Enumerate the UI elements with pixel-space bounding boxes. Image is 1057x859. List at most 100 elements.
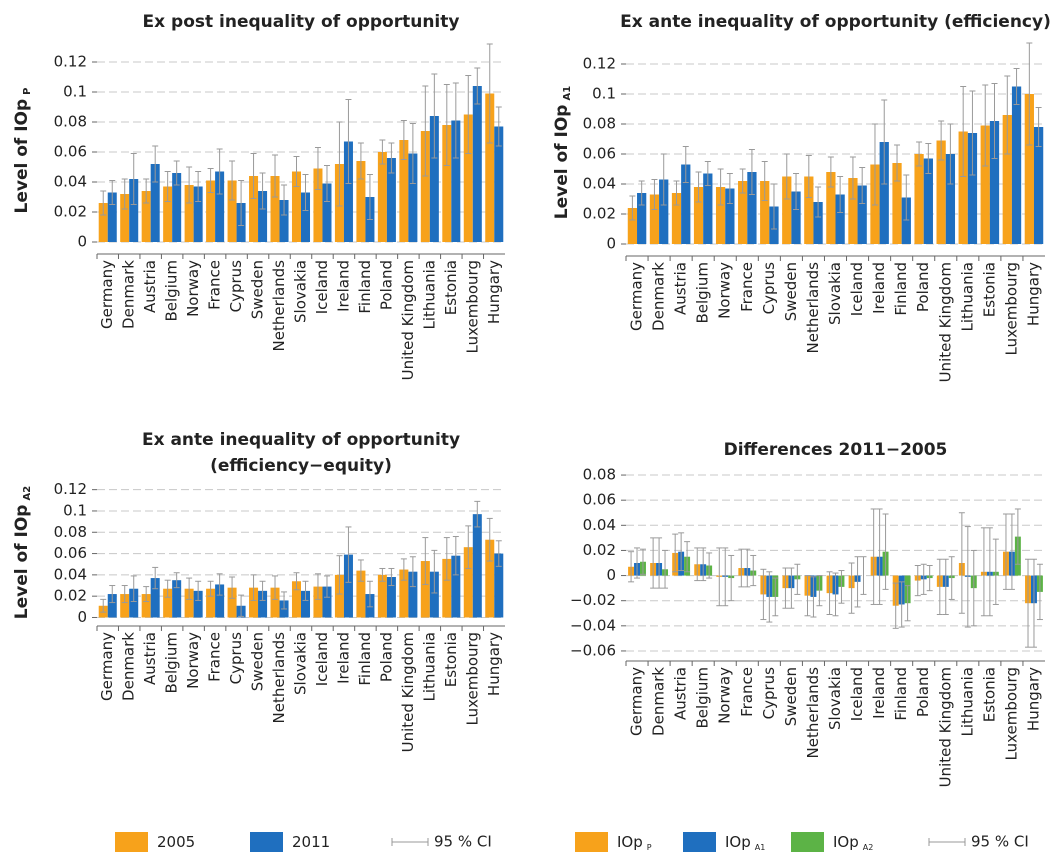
error-bar — [164, 171, 171, 202]
legend-swatch — [250, 832, 283, 852]
bar — [163, 588, 173, 618]
x-tick-label: Ireland — [334, 632, 352, 684]
chart-title: Ex ante inequality of opportunity — [142, 430, 460, 450]
error-bar — [634, 547, 641, 579]
y-tick-label: 0.06 — [54, 143, 87, 161]
x-tick-label: Sweden — [782, 262, 800, 321]
x-tick-label: Lithuania — [958, 667, 976, 736]
bar — [463, 114, 473, 242]
error-bar — [422, 85, 429, 177]
x-tick-label: United Kingdom — [399, 260, 417, 380]
x-tick-label: Ireland — [870, 667, 888, 719]
bar — [627, 208, 638, 244]
bar — [725, 188, 735, 244]
x-tick-label: Sweden — [249, 632, 267, 691]
x-tick-label: Finland — [356, 260, 374, 314]
bar — [356, 570, 366, 618]
bar — [826, 172, 836, 244]
legend-swatch — [683, 832, 716, 852]
error-bar — [960, 86, 967, 177]
x-tick-label: Poland — [377, 632, 395, 682]
error-bar — [1014, 508, 1021, 565]
bar — [98, 203, 108, 242]
bar — [129, 179, 139, 242]
error-bar — [486, 43, 493, 144]
x-tick-label: Lithuania — [420, 632, 438, 701]
bar — [892, 163, 902, 244]
error-bar — [238, 594, 245, 617]
bar — [193, 590, 203, 618]
bar — [377, 152, 387, 242]
x-tick-label: Poland — [914, 667, 932, 717]
error-bar — [100, 190, 107, 216]
bar — [206, 180, 216, 242]
legend-label: 2011 — [292, 833, 330, 851]
bar — [141, 191, 151, 242]
bar — [184, 588, 194, 618]
x-tick-label: Cyprus — [227, 260, 245, 313]
x-tick-label: Poland — [914, 262, 932, 312]
error-bar — [336, 121, 343, 207]
error-bar — [452, 536, 459, 576]
bar — [193, 186, 203, 242]
x-tick-label: Luxembourg — [463, 632, 481, 726]
error-bar — [695, 171, 702, 203]
bar — [322, 183, 332, 242]
error-bar — [431, 73, 438, 159]
y-tick-label: 0.12 — [54, 53, 87, 71]
bar — [249, 176, 259, 242]
x-tick-label: Norway — [716, 667, 734, 724]
error-bar — [678, 532, 685, 572]
x-tick-label: Hungary — [485, 632, 503, 696]
x-tick-label: Norway — [184, 260, 202, 317]
error-bar — [302, 174, 309, 211]
error-bar — [739, 168, 746, 194]
error-bar — [969, 90, 976, 176]
x-tick-label: United Kingdom — [936, 262, 954, 382]
error-bar — [992, 538, 999, 605]
y-tick-label: 0 — [77, 233, 87, 251]
error-bar — [452, 82, 459, 159]
error-bar — [409, 556, 416, 588]
bar — [659, 179, 669, 244]
x-tick-label: France — [206, 632, 224, 682]
error-bar — [926, 565, 933, 592]
error-bar — [942, 558, 949, 616]
error-bar — [216, 148, 223, 195]
bar — [671, 193, 682, 244]
bar — [813, 202, 823, 244]
chart-title: (efficiency−equity) — [210, 456, 392, 476]
bar — [429, 116, 439, 242]
error-bar — [272, 575, 279, 600]
error-bar — [121, 178, 128, 210]
error-bar — [770, 183, 777, 230]
chart-title: Ex ante inequality of opportunity (effic… — [620, 12, 1051, 32]
legend-label: IOp A1 — [725, 833, 765, 852]
bar — [958, 131, 968, 244]
error-bar — [336, 555, 343, 595]
y-tick-label: 0.04 — [583, 175, 616, 193]
y-axis-label-sub: P — [22, 87, 33, 94]
x-tick-label: Belgium — [163, 260, 181, 322]
error-bar — [216, 573, 223, 596]
error-bar — [925, 143, 932, 174]
x-tick-label: Sweden — [249, 260, 267, 319]
error-bar — [914, 565, 921, 597]
legend-name: IOp — [725, 833, 751, 851]
error-bar — [684, 541, 691, 573]
x-tick-label: Germany — [98, 260, 116, 329]
x-tick-label: Netherlands — [270, 260, 288, 352]
error-bar — [121, 585, 128, 604]
error-bar — [431, 549, 438, 594]
error-bar — [443, 537, 450, 581]
bar — [322, 586, 332, 618]
y-tick-label: 0.08 — [583, 466, 616, 484]
error-bar — [980, 527, 987, 617]
y-tick-label: 0.1 — [63, 501, 87, 519]
error-bar — [186, 166, 193, 204]
error-bar — [782, 567, 789, 609]
error-bar — [871, 123, 878, 206]
error-bar — [639, 548, 646, 575]
error-bar — [629, 195, 636, 221]
x-tick-label: Denmark — [650, 262, 668, 331]
